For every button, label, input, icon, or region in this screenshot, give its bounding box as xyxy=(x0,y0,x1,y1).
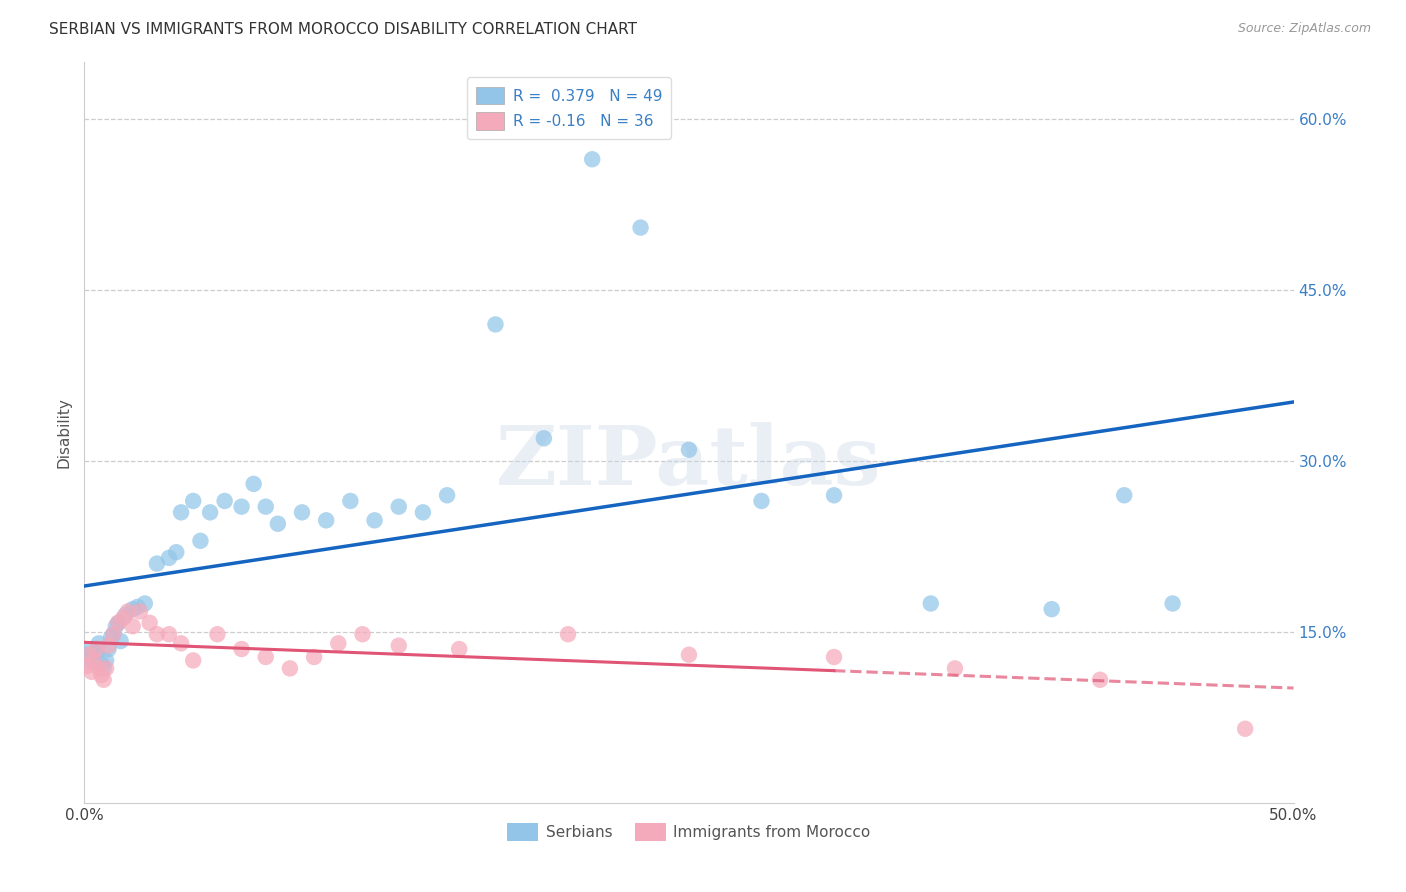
Point xyxy=(134,597,156,611)
Point xyxy=(104,619,127,633)
Point xyxy=(181,653,204,667)
Point xyxy=(114,607,136,622)
Point xyxy=(93,673,115,687)
Point xyxy=(388,639,411,653)
Point xyxy=(157,550,180,565)
Point xyxy=(678,648,700,662)
Point xyxy=(1040,602,1063,616)
Text: Source: ZipAtlas.com: Source: ZipAtlas.com xyxy=(1237,22,1371,36)
Point xyxy=(170,505,193,519)
Point xyxy=(678,442,700,457)
Point xyxy=(77,653,100,667)
Point xyxy=(165,545,187,559)
Point xyxy=(80,665,103,679)
Text: ZIPatlas: ZIPatlas xyxy=(496,422,882,502)
Point xyxy=(146,627,169,641)
Point xyxy=(87,661,110,675)
Point xyxy=(198,505,221,519)
Point xyxy=(302,650,325,665)
Point xyxy=(103,627,125,641)
Point xyxy=(107,615,129,630)
Y-axis label: Disability: Disability xyxy=(56,397,72,468)
Point xyxy=(117,604,139,618)
Point xyxy=(121,602,143,616)
Point xyxy=(157,627,180,641)
Point xyxy=(90,657,112,671)
Point xyxy=(254,650,277,665)
Point xyxy=(581,153,603,167)
Point xyxy=(1114,488,1136,502)
Point xyxy=(1088,673,1111,687)
Point xyxy=(97,642,120,657)
Point xyxy=(533,431,555,445)
Point xyxy=(80,642,103,657)
Point xyxy=(138,615,160,630)
Point xyxy=(231,500,253,514)
Point xyxy=(254,500,277,514)
Point xyxy=(352,627,374,641)
Point xyxy=(93,661,115,675)
Point xyxy=(267,516,290,531)
Point xyxy=(231,642,253,657)
Point xyxy=(77,648,100,662)
Point xyxy=(76,648,98,662)
Point xyxy=(86,645,108,659)
Point xyxy=(86,642,108,657)
Point xyxy=(291,505,314,519)
Point xyxy=(823,488,845,502)
Point xyxy=(83,653,105,667)
Text: SERBIAN VS IMMIGRANTS FROM MOROCCO DISABILITY CORRELATION CHART: SERBIAN VS IMMIGRANTS FROM MOROCCO DISAB… xyxy=(49,22,637,37)
Point xyxy=(97,639,120,653)
Point xyxy=(1234,722,1257,736)
Point xyxy=(214,494,236,508)
Point xyxy=(751,494,773,508)
Point xyxy=(630,220,652,235)
Point xyxy=(100,631,122,645)
Point xyxy=(129,604,152,618)
Point xyxy=(76,659,98,673)
Point xyxy=(121,619,143,633)
Point xyxy=(83,650,105,665)
Legend: Serbians, Immigrants from Morocco: Serbians, Immigrants from Morocco xyxy=(501,817,877,847)
Point xyxy=(1161,597,1184,611)
Point xyxy=(127,599,149,614)
Point xyxy=(242,476,264,491)
Point xyxy=(190,533,212,548)
Point xyxy=(90,668,112,682)
Point xyxy=(181,494,204,508)
Point xyxy=(207,627,229,641)
Point xyxy=(484,318,506,332)
Point xyxy=(449,642,471,657)
Point xyxy=(436,488,458,502)
Point xyxy=(363,513,385,527)
Point xyxy=(412,505,434,519)
Point xyxy=(110,634,132,648)
Point xyxy=(388,500,411,514)
Point xyxy=(103,627,125,641)
Point xyxy=(328,636,350,650)
Point xyxy=(94,653,117,667)
Point xyxy=(112,611,135,625)
Point xyxy=(943,661,966,675)
Point xyxy=(823,650,845,665)
Point xyxy=(87,636,110,650)
Point xyxy=(170,636,193,650)
Point xyxy=(557,627,579,641)
Point xyxy=(339,494,361,508)
Point xyxy=(94,661,117,675)
Point xyxy=(315,513,337,527)
Point xyxy=(107,615,129,630)
Point xyxy=(278,661,301,675)
Point xyxy=(920,597,942,611)
Point xyxy=(146,557,169,571)
